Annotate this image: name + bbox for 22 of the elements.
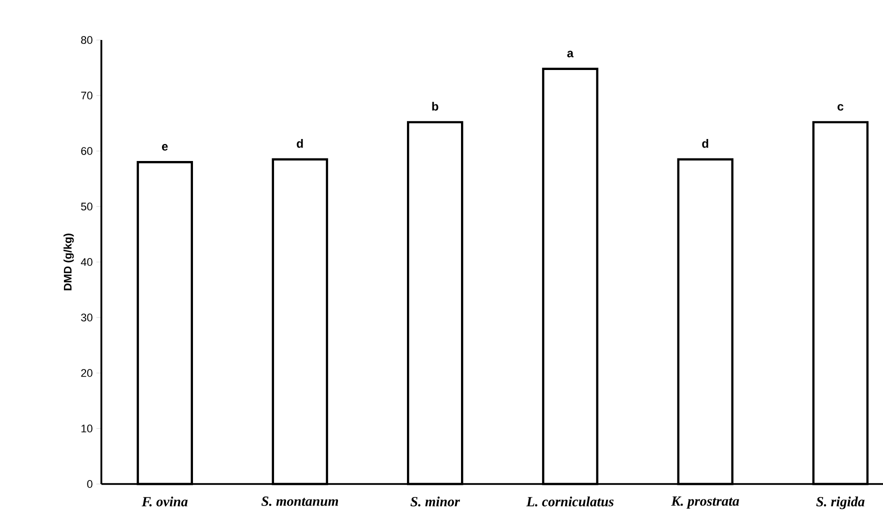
x-tick-label: S. minor: [410, 496, 460, 506]
x-tick-label: K. prostrata: [671, 496, 740, 509]
annotation: e: [162, 144, 168, 151]
x-tick-label: L. corniculatus: [526, 496, 614, 506]
y-tick-label: 70: [81, 92, 92, 100]
annotation: d: [296, 139, 303, 148]
x-tick-label: S. montanum: [261, 496, 338, 506]
x-tick-label: F. ovina: [142, 496, 188, 506]
y-tick-label: 0: [87, 480, 92, 488]
y-tick-label: 80: [81, 36, 92, 44]
y-tick-label: 10: [81, 424, 92, 432]
annotation: a: [567, 50, 574, 58]
y-tick-label: 60: [81, 147, 92, 155]
y-tick-label: 50: [81, 202, 92, 210]
y-tick-label: 20: [81, 369, 92, 377]
annotation: c: [838, 104, 844, 111]
x-tick-label: S. rigida: [816, 496, 865, 510]
y-tick-label: 30: [81, 314, 92, 322]
annotation: d: [702, 139, 708, 148]
y-tick-label: 40: [80, 258, 92, 266]
y-axis-title: DMD (g/kg): [64, 234, 74, 290]
annotation: b: [432, 102, 438, 111]
